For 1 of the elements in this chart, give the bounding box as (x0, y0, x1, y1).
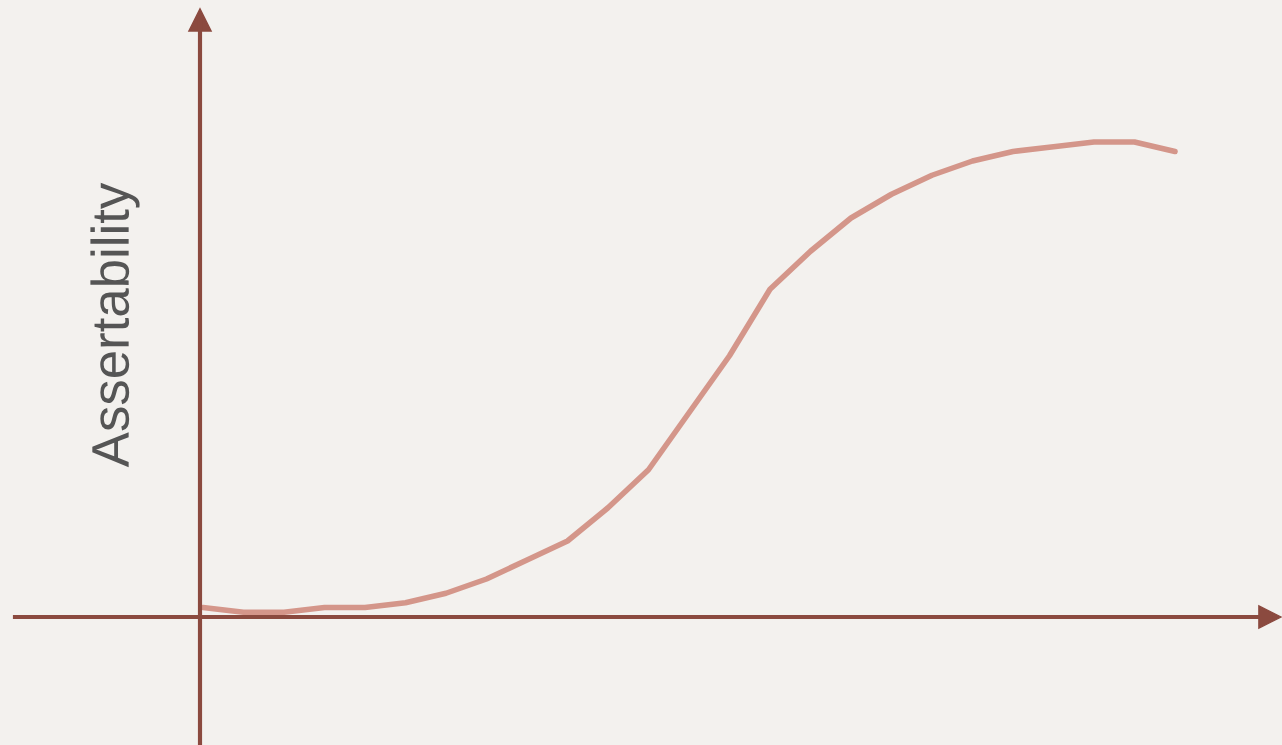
y-axis-title: Assertability (90, 182, 140, 468)
